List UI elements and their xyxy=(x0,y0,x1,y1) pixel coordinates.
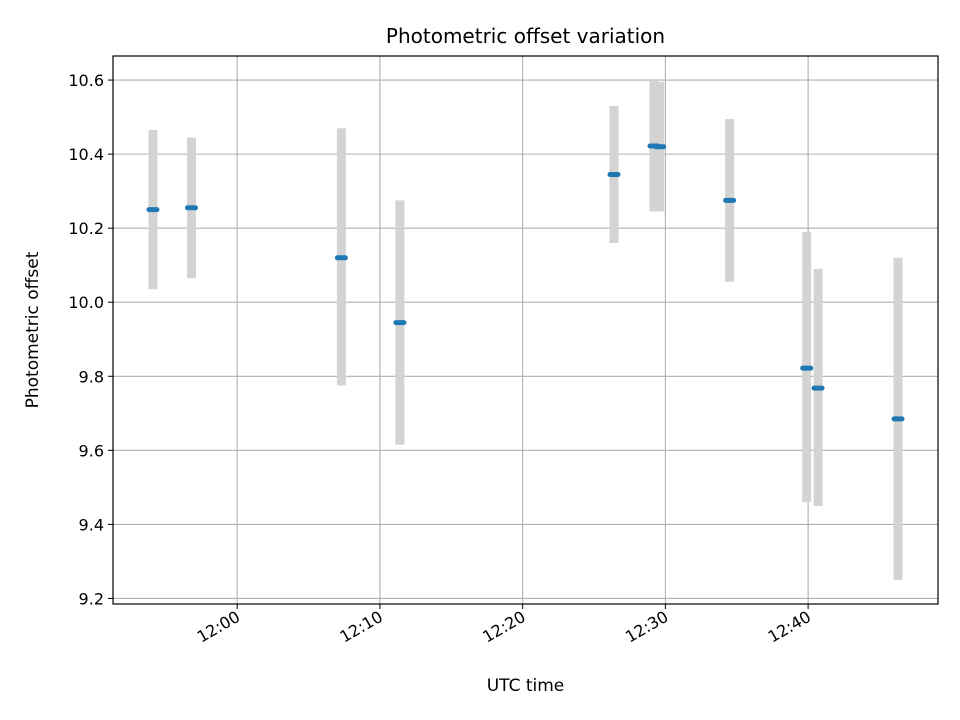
y-tick-label: 10.6 xyxy=(68,71,104,90)
data-markers xyxy=(146,143,905,422)
plot-frame xyxy=(112,55,939,605)
y-tick-label: 9.6 xyxy=(79,441,104,460)
y-tick-label: 10.0 xyxy=(68,293,104,312)
y-tick-label: 9.8 xyxy=(79,367,104,386)
y-tick-label: 10.4 xyxy=(68,145,104,164)
y-tick-label: 9.2 xyxy=(79,589,104,608)
x-axis-title: UTC time xyxy=(487,676,565,696)
chart-title: Photometric offset variation xyxy=(386,24,665,48)
y-tick-label: 10.2 xyxy=(68,219,104,238)
y-axis-title: Photometric offset xyxy=(23,251,43,408)
y-tick-label: 9.4 xyxy=(79,515,104,534)
grid xyxy=(113,56,938,604)
